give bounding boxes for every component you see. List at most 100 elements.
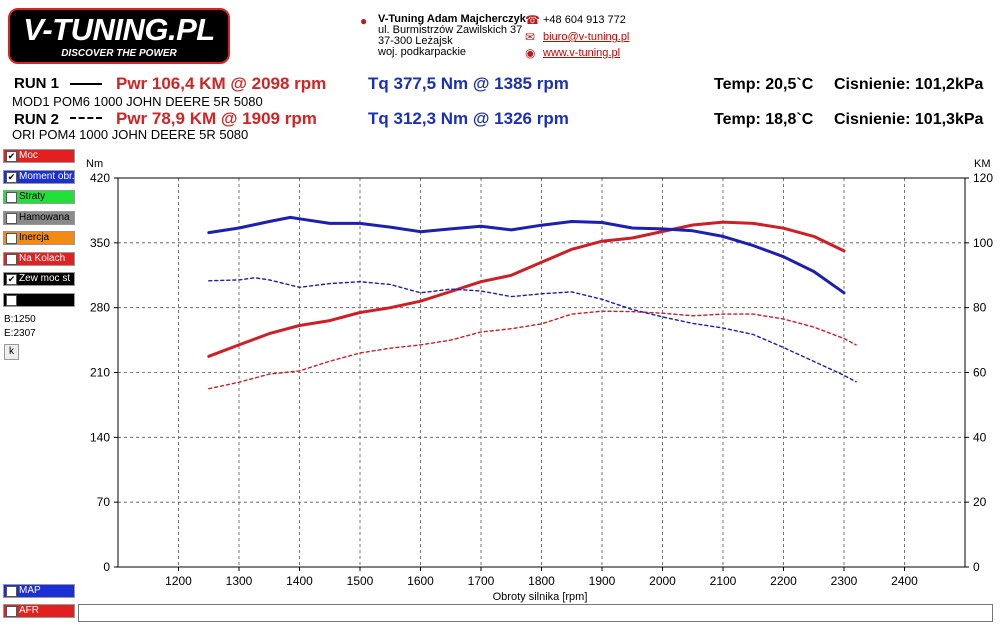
checkbox[interactable] (6, 586, 17, 597)
legend-toggle-zew-moc-st[interactable]: ✔ Zew moc st (3, 272, 75, 286)
begin-rpm-note: B:1250 (4, 314, 36, 325)
brand-logo: V-TUNING.PL DISCOVER THE POWER (8, 8, 230, 64)
checkbox[interactable] (6, 253, 17, 265)
checkbox[interactable]: ✔ (6, 274, 17, 285)
company-phone: +48 604 913 772 (543, 14, 626, 26)
legend-toggle-empty[interactable] (3, 292, 75, 307)
x-tick-label: 2000 (649, 574, 676, 588)
x-axis-label: Obroty silnika [rpm] (493, 591, 588, 603)
x-tick-label: 2400 (891, 574, 918, 588)
y-right-tick-label: 100 (973, 236, 993, 250)
y-right-tick-label: 120 (973, 171, 993, 185)
company-address: V-Tuning Adam Majcherczyk ul. Burmistrzó… (378, 14, 526, 58)
x-tick-label: 1600 (407, 574, 434, 588)
run2-torque: Tq 312,3 Nm @ 1326 rpm (368, 109, 569, 128)
x-tick-label: 2200 (770, 574, 797, 588)
company-name: V-Tuning Adam Majcherczyk (378, 13, 526, 25)
y-left-tick-label: 350 (90, 236, 110, 250)
y-right-tick-label: 20 (973, 495, 987, 509)
checkbox[interactable]: ✔ (6, 171, 17, 183)
run2-line-sample (70, 117, 102, 119)
y-left-tick-label: 70 (97, 495, 111, 509)
email-icon: ✉ (525, 30, 536, 44)
legend-toggle-label: Moc (19, 150, 38, 161)
checkbox[interactable] (6, 606, 17, 617)
legend-toggle-map[interactable]: MAP (3, 584, 75, 598)
x-tick-label: 1300 (226, 574, 253, 588)
checkbox[interactable] (6, 233, 17, 244)
company-region: woj. podkarpackie (378, 46, 467, 58)
y-left-tick-label: 420 (90, 171, 110, 185)
x-tick-label: 1400 (286, 574, 313, 588)
globe-icon: ◉ (525, 46, 536, 60)
chart-axes: 1200 1300 1400 1500 1600 1700 1800 1900 2000 2100… (90, 171, 993, 588)
checkbox[interactable] (6, 294, 17, 306)
company-city: 37-300 Leżajsk (378, 35, 453, 47)
legend-toggle-inercja[interactable]: Inercja (3, 231, 75, 245)
x-tick-label: 1900 (589, 574, 616, 588)
run1-description: MOD1 POM6 1000 JOHN DEERE 5R 5080 (12, 94, 263, 109)
y-right-tick-label: 80 (973, 301, 987, 315)
legend-toggle-moment-obr-[interactable]: ✔ Moment obr. (3, 169, 75, 184)
x-tick-label: 2100 (710, 574, 737, 588)
legend-toggle-label: Moment obr. (19, 170, 75, 182)
location-pin-icon: ● (360, 14, 368, 28)
x-tick-label: 1700 (468, 574, 495, 588)
run2-temperature: Temp: 18,8`C (714, 111, 814, 128)
run2-pressure: Cisnienie: 101,3kPa (834, 111, 984, 128)
x-tick-label: 1200 (165, 574, 192, 588)
y-axis-left-label: Nm (86, 158, 103, 170)
phone-icon: ☎ (525, 13, 540, 27)
email-link[interactable]: biuro@v-tuning.pl (543, 31, 630, 43)
run2-description: ORI POM4 1000 JOHN DEERE 5R 5080 (12, 127, 249, 142)
y-left-tick-label: 280 (90, 301, 110, 315)
company-street: ul. Burmistrzów Zawilskich 37 (378, 24, 523, 36)
y-right-tick-label: 0 (973, 560, 980, 574)
legend-toggle-label: Zew moc st (19, 273, 71, 284)
website-link[interactable]: www.v-tuning.pl (543, 47, 621, 59)
legend-toggle-label: MAP (19, 585, 41, 596)
legend-toggle-label: Na Kolach (19, 252, 66, 264)
logo-tagline: DISCOVER THE POWER (61, 48, 177, 59)
logo-main-text: V-TUNING.PL (23, 12, 215, 47)
x-tick-label: 1800 (528, 574, 555, 588)
series-line-run-2-moment-obr- (208, 277, 857, 383)
series-line-run-1-moment-obr- (207, 215, 846, 295)
legend-toggle-straty[interactable]: Straty (3, 190, 75, 204)
chart-series (207, 215, 857, 390)
x-tick-label: 2300 (831, 574, 858, 588)
checkbox[interactable]: ✔ (6, 151, 17, 162)
legend-toggle-label: AFR (19, 605, 39, 616)
run1-line-sample (70, 83, 102, 85)
y-right-tick-label: 40 (973, 430, 987, 444)
y-left-tick-label: 210 (90, 366, 110, 380)
y-right-tick-label: 60 (973, 366, 987, 380)
x-tick-label: 1500 (347, 574, 374, 588)
y-axis-right-label: KM (974, 158, 991, 170)
run2-power: Pwr 78,9 KM @ 1909 rpm (116, 109, 317, 128)
y-left-tick-label: 140 (90, 430, 110, 444)
run1-label: RUN 1 (14, 75, 60, 92)
run1-torque: Tq 377,5 Nm @ 1385 rpm (368, 74, 569, 93)
y-left-tick-label: 0 (103, 560, 110, 574)
legend-toggle-label: Hamowana (19, 211, 70, 223)
chart-grid (118, 178, 965, 567)
legend-toggle-label: Inercja (19, 232, 50, 243)
k-button[interactable]: k (4, 344, 19, 360)
checkbox[interactable] (6, 212, 17, 224)
run2-label: RUN 2 (14, 111, 60, 128)
series-line-run-1-moc (207, 220, 846, 358)
run1-power: Pwr 106,4 KM @ 2098 rpm (116, 74, 327, 93)
checkbox[interactable] (6, 192, 17, 203)
legend-toggle-label: Straty (19, 191, 46, 202)
run1-pressure: Cisnienie: 101,2kPa (834, 76, 984, 93)
series-line-run-2-moc (208, 310, 857, 390)
run1-temperature: Temp: 20,5`C (714, 76, 814, 93)
status-panel (78, 604, 993, 622)
legend-toggle-na-kolach[interactable]: Na Kolach (3, 251, 75, 266)
end-rpm-note: E:2307 (4, 328, 36, 339)
legend-toggle-afr[interactable]: AFR (3, 604, 75, 618)
legend-toggle-hamowana[interactable]: Hamowana (3, 210, 75, 225)
legend-toggle-moc[interactable]: ✔ Moc (3, 149, 75, 163)
